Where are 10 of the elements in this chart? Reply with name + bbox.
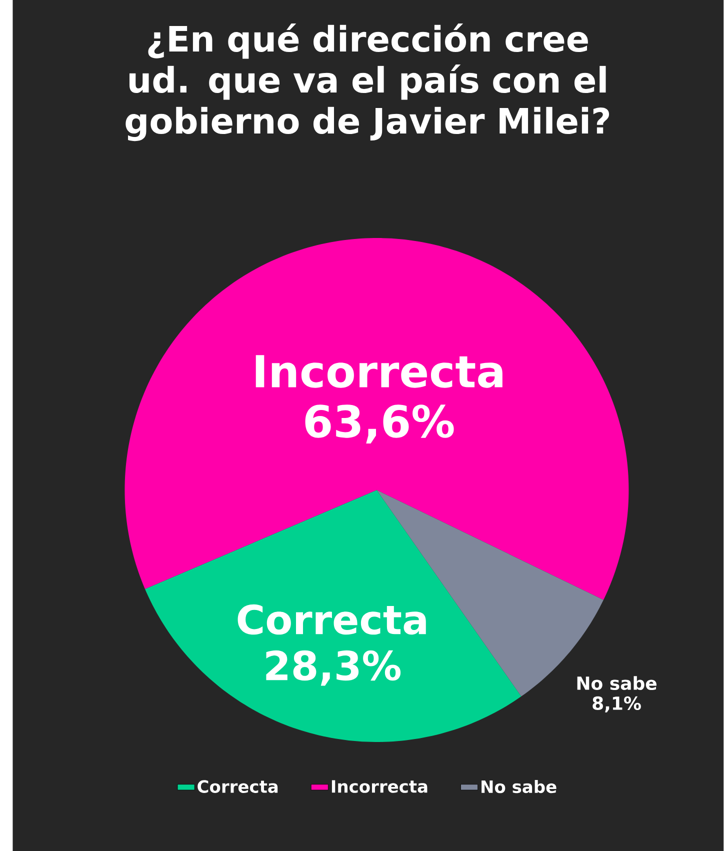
legend-label: No sabe [482,780,556,794]
data-label: 8,1% [592,696,642,712]
slice-label: Incorrecta [256,355,503,388]
data-label: 63,6% [305,404,454,444]
data-label: 28,3% [266,650,401,686]
legend-label: Incorrecta [332,780,428,793]
legend-label: Correcta [198,780,278,793]
chart-title: ¿En qué dirección cree ud. que va el país con el gobierno de Javier Milei? [126,24,610,142]
slice-label: No sabe [577,676,657,690]
slice-label: Correcta [238,604,426,635]
